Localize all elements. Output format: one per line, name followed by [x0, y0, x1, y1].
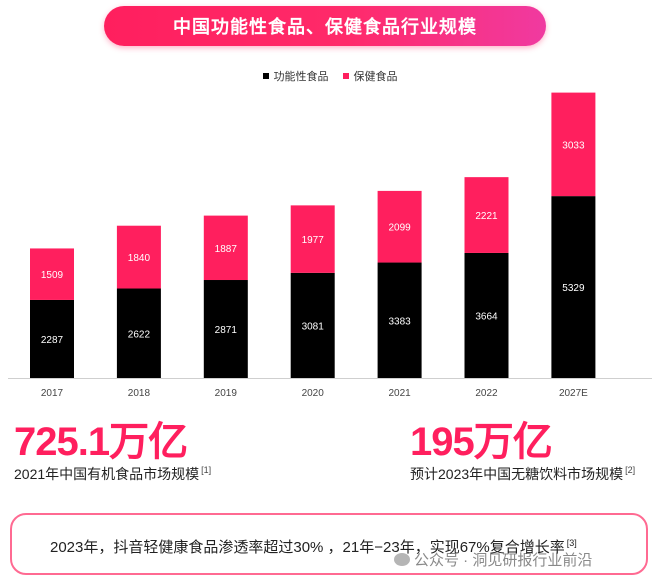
stat-organic-food: 725.1万亿 2021年中国有机食品市场规模 [1] — [14, 422, 211, 484]
data-label-functional-food-2020: 3081 — [302, 321, 325, 332]
legend-swatch-health-food — [342, 73, 349, 79]
x-tick-label-2018: 2018 — [128, 388, 151, 399]
legend-swatch-functional-food — [262, 73, 269, 79]
data-label-functional-food-2018: 2622 — [128, 329, 151, 340]
legend-item-health-food: 保健食品 — [342, 68, 398, 84]
footer-text-body: 2023年，抖音轻健康食品渗透率超过30% ，21年−23年，实现67%复合增长… — [50, 539, 565, 556]
bar-functional-food-2022 — [464, 252, 509, 378]
stat-sugar-free-drinks-ref: [2] — [625, 465, 636, 476]
x-tick-label-2021: 2021 — [388, 388, 411, 399]
bar-functional-food-2018 — [116, 288, 161, 378]
data-label-functional-food-2022: 3664 — [475, 311, 498, 322]
bar-health-food-2022 — [464, 177, 509, 253]
title-banner: 中国功能性食品、保健食品行业规模 — [104, 6, 546, 46]
bar-health-food-2020 — [290, 205, 335, 273]
data-label-health-food-2017: 1509 — [41, 270, 64, 281]
x-tick-label-2022: 2022 — [475, 388, 498, 399]
legend-item-functional-food: 功能性食品 — [262, 68, 329, 84]
x-tick-label-2019: 2019 — [215, 388, 238, 399]
x-tick-label-2017: 2017 — [41, 388, 64, 399]
data-label-health-food-2021: 2099 — [388, 223, 411, 234]
bar-health-food-2021 — [377, 190, 422, 263]
x-tick-label-2027E: 2027E — [559, 388, 588, 399]
stat-organic-food-caption-text: 2021年中国有机食品市场规模 — [14, 466, 200, 482]
footer-callout: 2023年，抖音轻健康食品渗透率超过30% ，21年−23年，实现67%复合增长… — [10, 513, 648, 575]
data-label-health-food-2020: 1977 — [302, 235, 325, 246]
legend-label-functional-food: 功能性食品 — [273, 71, 329, 83]
stacked-bar-chart: 2287 1509 2017 2622 1840 2018 2871 1887 2019 3081… — [8, 92, 652, 399]
legend-label-health-food: 保健食品 — [353, 71, 398, 83]
stat-sugar-free-drinks-caption-text: 预计2023年中国无糖饮料市场规模 — [410, 466, 624, 482]
stat-sugar-free-drinks-value: 195万亿 — [410, 420, 553, 464]
bar-health-food-2018 — [116, 225, 161, 289]
data-label-functional-food-2027E: 5329 — [562, 283, 585, 294]
bar-functional-food-2021 — [377, 262, 422, 378]
bar-functional-food-2027E — [551, 196, 596, 378]
bar-functional-food-2020 — [290, 272, 335, 378]
footer-text: 2023年，抖音轻健康食品渗透率超过30% ，21年−23年，实现67%复合增长… — [50, 536, 577, 557]
data-label-health-food-2022: 2221 — [475, 211, 498, 222]
bar-health-food-2019 — [203, 215, 248, 281]
bar-health-food-2027E — [551, 92, 596, 197]
data-label-functional-food-2019: 2871 — [215, 325, 238, 336]
watermark-text: 公众号 · 洞见研报行业前沿 — [414, 552, 593, 569]
bar-functional-food-2019 — [203, 280, 248, 378]
stat-organic-food-ref: [1] — [201, 465, 212, 476]
stat-sugar-free-drinks-caption: 预计2023年中国无糖饮料市场规模 [2] — [410, 464, 635, 484]
stat-sugar-free-drinks: 195万亿 预计2023年中国无糖饮料市场规模 [2] — [410, 422, 635, 484]
x-tick-label-2020: 2020 — [302, 388, 325, 399]
data-label-functional-food-2017: 2287 — [41, 335, 64, 346]
bar-functional-food-2017 — [30, 299, 74, 378]
data-label-functional-food-2021: 3383 — [388, 316, 411, 327]
chart-title: 中国功能性食品、保健食品行业规模 — [173, 17, 477, 37]
stat-organic-food-caption: 2021年中国有机食品市场规模 [1] — [14, 464, 211, 484]
data-label-health-food-2018: 1840 — [128, 253, 151, 264]
stat-organic-food-value: 725.1万亿 — [14, 420, 188, 464]
legend: 功能性食品 保健食品 — [0, 68, 660, 84]
bar-health-food-2017 — [30, 248, 74, 300]
watermark: 公众号 · 洞见研报行业前沿 — [394, 549, 592, 570]
footer-ref: [3] — [566, 538, 577, 548]
wechat-icon — [394, 553, 410, 566]
data-label-health-food-2019: 1887 — [215, 244, 238, 255]
data-label-health-food-2027E: 3033 — [562, 140, 585, 151]
